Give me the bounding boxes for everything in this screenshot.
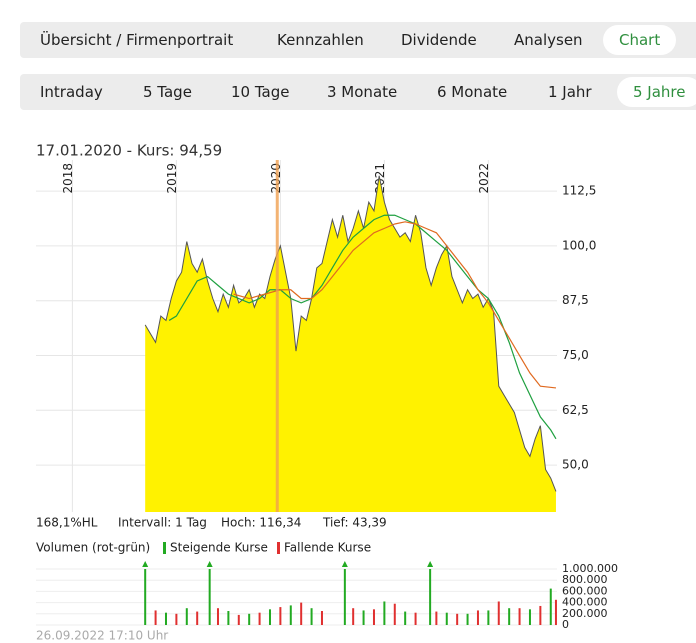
tab[interactable]: Analysen: [514, 31, 583, 49]
volume-bar: [352, 608, 355, 625]
volume-bar: [445, 612, 448, 625]
legend-swatch: [163, 542, 166, 554]
y-tick-label: 50,0: [562, 458, 589, 472]
legend-label: Fallende Kurse: [284, 541, 371, 555]
tab[interactable]: 5 Tage: [143, 83, 192, 101]
tab[interactable]: 5 Jahre: [617, 77, 696, 107]
chart-title: 17.01.2020 - Kurs: 94,59: [36, 142, 222, 160]
y-tick-label: 100,0: [562, 238, 596, 252]
volume-bar: [372, 609, 375, 625]
moving-average: [233, 221, 557, 389]
period-bar: [20, 74, 696, 110]
volume-bar: [310, 608, 313, 625]
volume-title: Volumen (rot-grün): [36, 541, 150, 555]
tab[interactable]: 10 Tage: [231, 83, 290, 101]
tab[interactable]: 1 Jahr: [548, 83, 592, 101]
tab[interactable]: Kennzahlen: [277, 31, 364, 49]
volume-bar: [393, 603, 396, 625]
volume-bar: [185, 608, 188, 625]
y-tick-label: 87,5: [562, 293, 589, 307]
volume-bar: [429, 569, 432, 625]
timestamp: 26.09.2022 17:10 Uhr: [36, 629, 168, 643]
volume-bar: [343, 569, 346, 625]
volume-bar: [268, 609, 271, 625]
volume-bar: [487, 610, 490, 625]
volume-bar: [258, 612, 261, 625]
legend-swatch: [277, 542, 280, 554]
stat: Intervall: 1 Tag: [118, 516, 207, 530]
volume-bar: [466, 613, 469, 625]
y-tick-label: 112,5: [562, 184, 596, 198]
tab[interactable]: Übersicht / Firmenportrait: [40, 31, 234, 49]
y-tick-label: 75,0: [562, 348, 589, 362]
price-line: [144, 175, 557, 492]
tab[interactable]: 3 Monate: [327, 83, 398, 101]
stat: 168,1%HL: [36, 516, 98, 530]
volume-bar: [383, 601, 386, 625]
volume-bar: [435, 611, 438, 625]
volume-bar: [362, 610, 365, 625]
x-tick-label: 2022: [477, 163, 491, 194]
stat: Hoch: 116,34: [221, 516, 301, 530]
tab[interactable]: 6 Monate: [437, 83, 508, 101]
volume-bar: [154, 610, 157, 625]
overflow-arrow: [142, 561, 149, 567]
overflow-arrow: [427, 561, 434, 567]
volume-bar: [144, 569, 147, 625]
moving-average: [168, 214, 557, 440]
stat: Tief: 43,39: [322, 516, 387, 530]
tab[interactable]: Intraday: [40, 83, 103, 101]
overflow-arrow: [341, 561, 348, 567]
volume-bar: [497, 601, 500, 625]
volume-bar: [404, 611, 407, 625]
legend-label: Steigende Kurse: [170, 541, 268, 555]
date-marker: [275, 160, 279, 512]
y-tick-label: 62,5: [562, 403, 589, 417]
x-tick-label: 2019: [165, 163, 179, 194]
y-tick-label: 400.000: [562, 596, 608, 609]
volume-bar: [554, 599, 557, 625]
nav-bar: [20, 22, 696, 58]
volume-bar: [456, 613, 459, 625]
volume-bar: [414, 612, 417, 625]
tab[interactable]: Dividende: [401, 31, 477, 49]
overflow-arrow: [206, 561, 213, 567]
volume-bar: [237, 614, 240, 625]
y-tick-label: 0: [562, 618, 569, 631]
volume-bar: [289, 605, 292, 625]
y-tick-label: 800.000: [562, 573, 608, 586]
y-tick-label: 600.000: [562, 584, 608, 597]
volume-bar: [175, 613, 178, 625]
x-tick-label: 2018: [61, 163, 75, 194]
volume-bar: [248, 613, 251, 625]
volume-bar: [208, 569, 211, 625]
y-tick-label: 1.000.000: [562, 562, 618, 575]
volume-bar: [539, 605, 542, 625]
volume-bar: [227, 611, 230, 625]
volume-bar: [528, 609, 531, 625]
tab[interactable]: Chart: [603, 25, 677, 55]
volume-bar: [216, 608, 219, 625]
volume-bar: [518, 608, 521, 625]
volume-bar: [549, 588, 552, 625]
volume-bar: [476, 610, 479, 625]
price-area: [145, 175, 556, 512]
volume-bar: [279, 607, 282, 625]
volume-bar: [300, 602, 303, 625]
volume-bar: [508, 608, 511, 625]
volume-bar: [320, 611, 323, 625]
y-tick-label: 200.000: [562, 607, 608, 620]
volume-bar: [196, 611, 199, 625]
volume-bar: [164, 612, 167, 625]
